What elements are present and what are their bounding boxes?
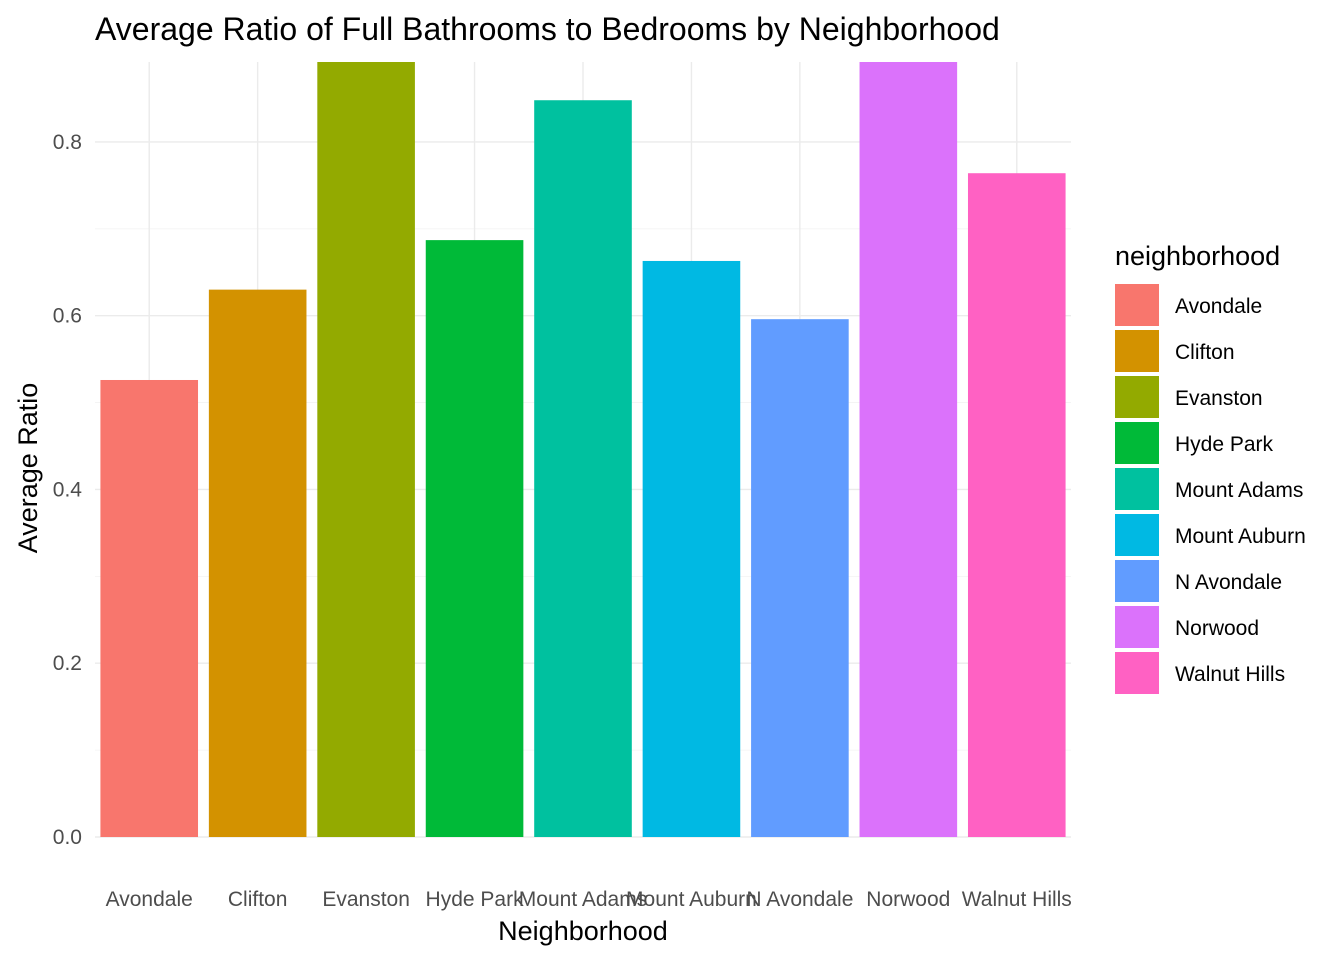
legend-item: Norwood: [1115, 606, 1259, 648]
x-tick-label: Clifton: [228, 888, 288, 911]
bar-n-avondale: [751, 319, 849, 837]
x-tick-label: Mount Adams: [519, 888, 647, 911]
legend-label: Mount Auburn: [1175, 525, 1306, 548]
legend-label: Mount Adams: [1175, 479, 1303, 502]
y-tick-label: 0.6: [53, 305, 82, 328]
legend-label: N Avondale: [1175, 571, 1282, 594]
legend-label: Avondale: [1175, 295, 1262, 318]
legend-swatch: [1115, 514, 1159, 556]
legend-swatch: [1115, 376, 1159, 418]
legend-swatch: [1115, 284, 1159, 326]
y-tick-label: 0.0: [53, 826, 82, 849]
bar-clifton: [208, 289, 307, 837]
y-tick-label: 0.8: [53, 131, 82, 154]
legend-label: Clifton: [1175, 341, 1235, 364]
legend-item: Mount Adams: [1115, 468, 1303, 510]
legend-swatch: [1115, 422, 1159, 464]
legend-swatch: [1115, 652, 1159, 694]
legend-title: neighborhood: [1115, 241, 1280, 271]
x-tick-label: Avondale: [106, 888, 193, 911]
legend-label: Walnut Hills: [1175, 663, 1285, 686]
bar-norwood: [859, 62, 958, 837]
legend-swatch: [1115, 606, 1159, 648]
bar-walnut-hills: [967, 173, 1066, 838]
legend-swatch: [1115, 330, 1159, 372]
legend-item: Clifton: [1115, 330, 1235, 372]
legend: neighborhood Avondale Clifton Evanston Hyde…: [1115, 241, 1306, 694]
bar-avondale: [100, 379, 199, 837]
x-tick-label: Norwood: [866, 888, 950, 911]
legend-label: Hyde Park: [1175, 433, 1274, 456]
legend-item: Mount Auburn: [1115, 514, 1306, 556]
chart-title: Average Ratio of Full Bathrooms to Bedro…: [95, 11, 1000, 47]
legend-item: Evanston: [1115, 376, 1263, 418]
legend-label: Evanston: [1175, 387, 1263, 410]
legend-item: N Avondale: [1115, 560, 1282, 602]
legend-item: Hyde Park: [1115, 422, 1274, 464]
y-axis-ticks: 0.0 0.2 0.4 0.6 0.8: [53, 131, 83, 849]
y-tick-label: 0.2: [53, 652, 82, 675]
x-tick-label: Hyde Park: [426, 888, 525, 911]
x-tick-label: Walnut Hills: [962, 888, 1072, 911]
bar-evanston: [317, 62, 415, 837]
bar-mount-auburn: [642, 260, 741, 837]
legend-swatch: [1115, 560, 1159, 602]
bar-mount-adams: [534, 100, 632, 837]
legend-label: Norwood: [1175, 617, 1259, 640]
x-tick-label: Evanston: [322, 888, 410, 911]
x-axis-title: Neighborhood: [498, 916, 668, 946]
bar-hyde-park: [425, 240, 524, 838]
bars: [100, 62, 1066, 838]
legend-item: Avondale: [1115, 284, 1262, 326]
y-axis-title: Average Ratio: [13, 383, 43, 554]
legend-swatch: [1115, 468, 1159, 510]
y-tick-label: 0.4: [53, 478, 83, 501]
legend-item: Walnut Hills: [1115, 652, 1285, 694]
x-tick-label: Mount Auburn: [626, 888, 757, 911]
x-tick-label: N Avondale: [746, 888, 853, 911]
